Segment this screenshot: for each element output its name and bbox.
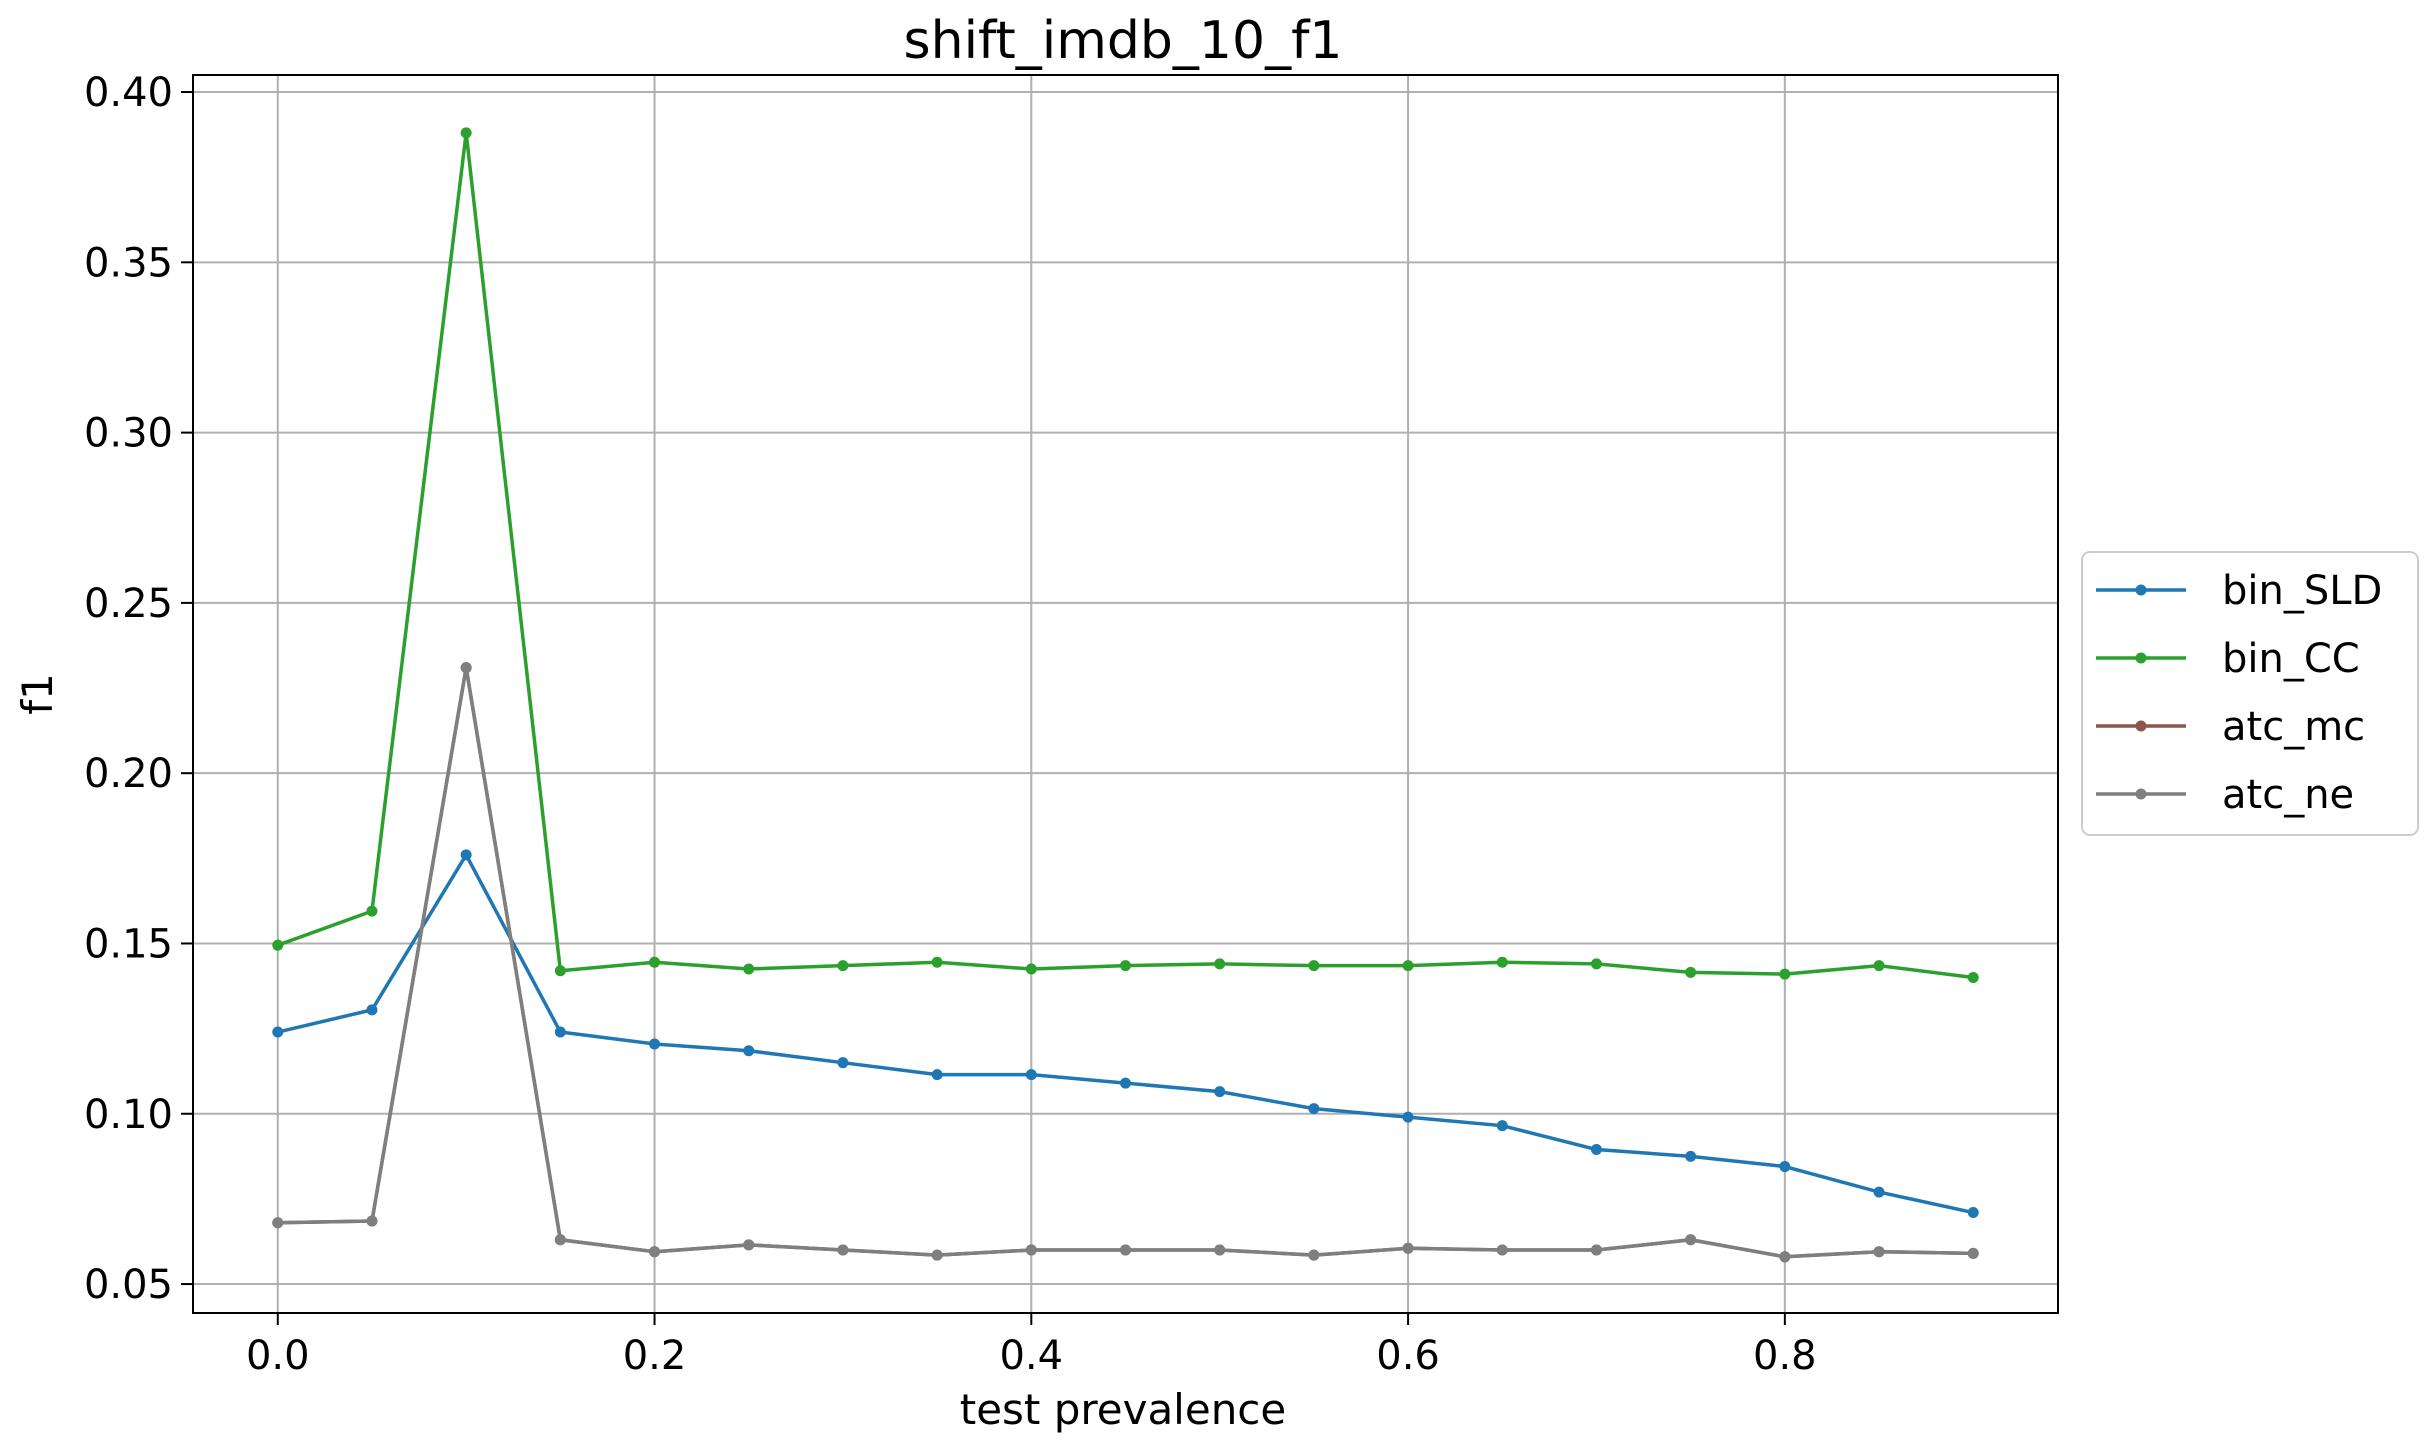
data-point-bin-cc xyxy=(366,905,378,917)
data-point-bin-cc xyxy=(1025,963,1037,975)
legend-label: bin_CC xyxy=(2222,636,2360,682)
data-point-bin-cc xyxy=(1967,972,1979,984)
data-point-bin-sld xyxy=(649,1038,661,1050)
data-point-atc-ne xyxy=(460,662,472,674)
y-tick-label: 0.05 xyxy=(84,1262,173,1308)
data-point-bin-cc xyxy=(1308,960,1320,972)
data-point-atc-ne xyxy=(837,1244,849,1256)
series-line-bin-cc xyxy=(277,131,1974,980)
data-point-bin-cc xyxy=(1214,958,1226,970)
data-point-bin-sld xyxy=(743,1045,755,1057)
x-tick-label: 0.4 xyxy=(999,1333,1063,1379)
legend-swatch-marker xyxy=(2135,584,2147,596)
data-point-atc-ne xyxy=(1779,1251,1791,1263)
y-tick-label: 0.35 xyxy=(84,240,173,286)
x-tick-label: 0.8 xyxy=(1753,1333,1817,1379)
x-tick-label: 0.2 xyxy=(623,1333,687,1379)
data-point-atc-ne xyxy=(1402,1242,1414,1254)
data-point-atc-ne xyxy=(931,1249,943,1261)
data-point-atc-ne xyxy=(1685,1234,1697,1246)
legend-swatch-marker xyxy=(2135,720,2147,732)
series-bin-sld xyxy=(272,849,1979,1219)
series-bin-cc xyxy=(272,127,1979,984)
data-point-atc-ne xyxy=(1967,1247,1979,1259)
data-point-bin-cc xyxy=(1873,960,1885,972)
legend-label: bin_SLD xyxy=(2222,568,2382,614)
data-point-bin-cc xyxy=(649,956,661,968)
series-line-bin-sld xyxy=(277,853,1974,1215)
data-point-bin-cc xyxy=(1120,960,1131,972)
legend-swatch-marker xyxy=(2135,652,2147,664)
data-point-bin-sld xyxy=(1402,1111,1414,1123)
data-point-bin-cc xyxy=(743,963,755,975)
data-point-bin-sld xyxy=(1873,1186,1885,1198)
series-layer xyxy=(272,127,1979,1263)
data-point-bin-sld xyxy=(1308,1103,1320,1115)
data-point-bin-cc xyxy=(931,956,943,968)
x-axis-label: test prevalence xyxy=(960,1385,1287,1434)
y-axis-label: f1 xyxy=(13,673,62,715)
data-point-atc-ne xyxy=(1120,1244,1131,1256)
data-point-bin-cc xyxy=(1590,958,1602,970)
data-point-atc-ne xyxy=(366,1215,378,1227)
data-point-bin-sld xyxy=(931,1069,943,1081)
legend-swatch-marker xyxy=(2135,788,2147,800)
data-point-bin-sld xyxy=(1496,1120,1508,1132)
data-point-bin-cc xyxy=(272,939,284,951)
data-point-atc-ne xyxy=(272,1217,284,1229)
y-tick-label: 0.10 xyxy=(84,1092,173,1138)
data-point-bin-sld xyxy=(1214,1086,1226,1098)
data-point-atc-ne xyxy=(1590,1244,1602,1256)
data-point-atc-ne xyxy=(649,1246,661,1258)
grid xyxy=(193,75,2058,1313)
data-point-atc-ne xyxy=(1308,1249,1320,1261)
data-point-bin-sld xyxy=(272,1026,284,1038)
y-tick-label: 0.25 xyxy=(84,581,173,627)
data-point-bin-sld xyxy=(1685,1150,1697,1162)
data-point-atc-ne xyxy=(743,1239,755,1251)
series-atc-ne xyxy=(272,662,1979,1263)
data-point-bin-sld xyxy=(1967,1207,1979,1219)
data-point-atc-ne xyxy=(1214,1244,1226,1256)
data-point-bin-sld xyxy=(554,1026,566,1038)
y-tick-label: 0.20 xyxy=(84,751,173,797)
legend-label: atc_ne xyxy=(2222,772,2354,818)
data-point-bin-cc xyxy=(460,127,472,139)
data-point-bin-sld xyxy=(1590,1144,1602,1156)
data-point-bin-cc xyxy=(837,960,849,972)
data-point-atc-ne xyxy=(1496,1244,1508,1256)
y-tick-label: 0.15 xyxy=(84,921,173,967)
data-point-atc-ne xyxy=(554,1234,566,1246)
y-tick-label: 0.30 xyxy=(84,411,173,457)
data-point-atc-ne xyxy=(1873,1246,1885,1258)
axis-ticks: 0.0 0.2 0.4 0.6 0.8 0.05 0.10 0.15 0.20 0.25 0.30 0… xyxy=(84,70,1817,1379)
data-point-bin-sld xyxy=(1779,1161,1791,1173)
data-point-bin-cc xyxy=(554,965,566,977)
data-point-bin-sld xyxy=(366,1004,378,1016)
data-point-bin-cc xyxy=(1496,956,1508,968)
data-point-bin-cc xyxy=(1779,968,1791,980)
y-tick-label: 0.40 xyxy=(84,70,173,116)
data-point-bin-cc xyxy=(1402,960,1414,972)
legend-label: atc_mc xyxy=(2222,704,2365,750)
legend-box xyxy=(2081,551,2419,836)
chart-title: shift_imdb_10_f1 xyxy=(904,11,1343,71)
x-tick-label: 0.0 xyxy=(246,1333,310,1379)
legend: bin_SLD bin_CC atc_mc atc_ne xyxy=(2081,551,2419,836)
data-point-bin-sld xyxy=(1120,1077,1131,1089)
x-tick-label: 0.6 xyxy=(1376,1333,1440,1379)
data-point-bin-sld xyxy=(460,849,472,861)
data-point-bin-cc xyxy=(1685,966,1697,978)
data-point-atc-ne xyxy=(1025,1244,1037,1256)
data-point-bin-sld xyxy=(837,1057,849,1069)
data-point-bin-sld xyxy=(1025,1069,1037,1081)
plot-frame xyxy=(192,74,2059,1314)
